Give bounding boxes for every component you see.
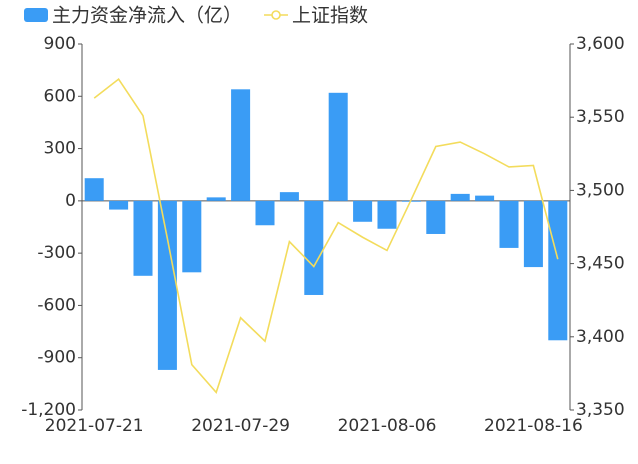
- bar: [401, 200, 421, 202]
- x-tick-label: 2021-07-29: [191, 416, 290, 436]
- legend-swatch: [271, 10, 281, 20]
- y-tick-label: -1,200: [21, 400, 76, 420]
- bar: [548, 200, 568, 341]
- bar: [133, 200, 153, 276]
- bar: [109, 200, 129, 210]
- x-tick-label: 2021-07-21: [45, 416, 144, 436]
- legend-swatch: [24, 8, 48, 22]
- y2-tick-label: 3,350: [576, 400, 625, 420]
- bar: [523, 200, 543, 268]
- bar: [426, 200, 446, 234]
- y2-tick-label: 3,450: [576, 254, 625, 274]
- y2-tick-label: 3,550: [576, 107, 625, 127]
- bar: [84, 178, 104, 201]
- line: [93, 77, 559, 395]
- bar: [255, 200, 275, 226]
- bar: [206, 197, 226, 201]
- x-tick-label: 2021-08-16: [484, 416, 583, 436]
- bar: [353, 200, 373, 222]
- bar: [279, 192, 299, 201]
- y-tick-label: 900: [44, 34, 76, 54]
- bar: [499, 200, 519, 248]
- y-tick-label: -300: [37, 243, 76, 263]
- legend-label: 上证指数: [292, 5, 368, 27]
- bar: [182, 200, 202, 273]
- bar: [475, 195, 495, 201]
- bar: [328, 92, 348, 201]
- legend-label: 主力资金净流入（亿）: [52, 5, 242, 27]
- y2-tick-label: 3,600: [576, 34, 625, 54]
- bar: [377, 200, 397, 229]
- y-tick-label: 600: [44, 86, 76, 106]
- x-tick-label: 2021-08-06: [338, 416, 437, 436]
- y2-tick-label: 3,400: [576, 327, 625, 347]
- y-tick-label: 0: [65, 191, 76, 211]
- y2-tick-label: 3,500: [576, 180, 625, 200]
- y-tick-label: -900: [37, 348, 76, 368]
- bar: [157, 200, 177, 370]
- bar: [231, 89, 251, 201]
- bar: [450, 193, 470, 201]
- bar: [304, 200, 324, 295]
- y-tick-label: -600: [37, 295, 76, 315]
- y-tick-label: 300: [44, 139, 76, 159]
